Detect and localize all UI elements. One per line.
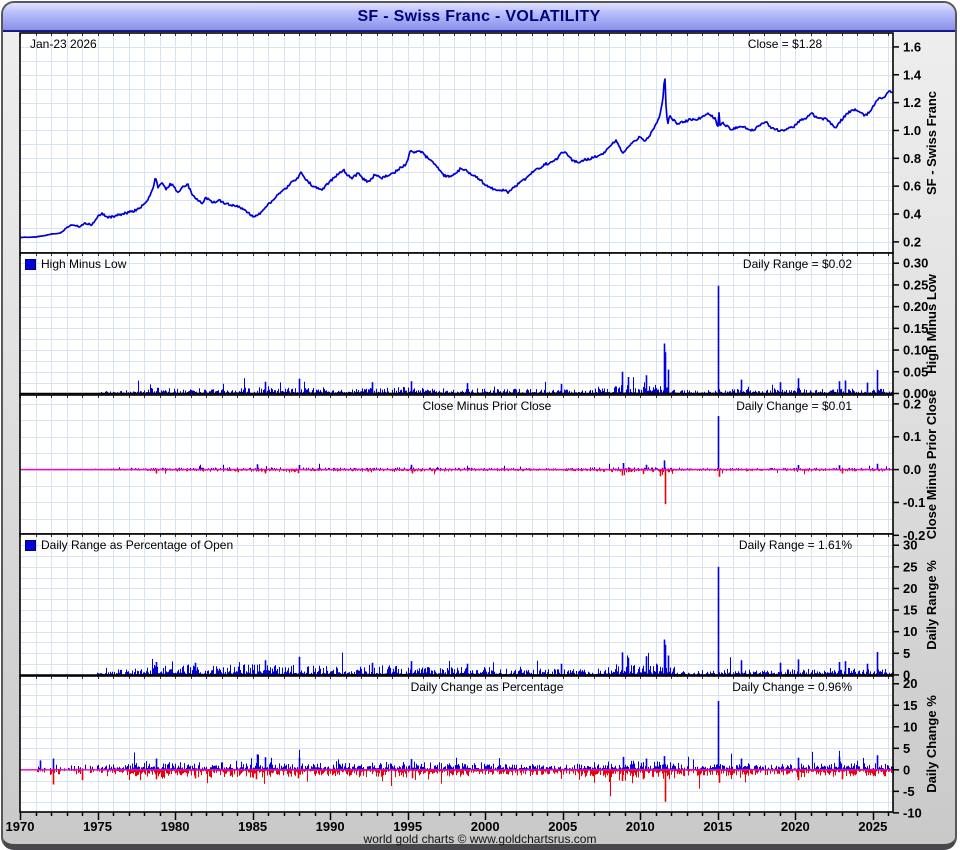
daily-range-pct-value-label: Daily Range = 1.61%	[738, 538, 852, 552]
legend-label: High Minus Low	[41, 257, 127, 271]
daily-change-pct-value-label: Daily Change = 0.96%	[732, 680, 852, 694]
credit-footer: world gold charts © www.goldchartsrus.co…	[363, 832, 597, 846]
legend-daily-range-pct: Daily Range as Percentage of Open	[25, 538, 233, 552]
page-title: SF - Swiss Franc - VOLATILITY	[357, 7, 601, 25]
daily-range-value-label: Daily Range = $0.02	[742, 257, 852, 271]
legend-high-minus-low: High Minus Low	[25, 257, 126, 271]
legend-label: Daily Range as Percentage of Open	[41, 538, 234, 552]
panel-header-daily-change-pct: Daily Change as Percentage	[410, 680, 564, 694]
legend-swatch-icon	[25, 258, 36, 270]
close-value-label: Close = $1.28	[747, 37, 823, 51]
legend-swatch-icon	[25, 539, 36, 551]
date-label: Jan-23 2026	[30, 37, 97, 51]
title-bar: SF - Swiss Franc - VOLATILITY	[3, 3, 955, 32]
daily-change-value-label: Daily Change = $0.01	[736, 399, 852, 413]
panel-header-close-minus-prior: Close Minus Prior Close	[422, 399, 552, 413]
